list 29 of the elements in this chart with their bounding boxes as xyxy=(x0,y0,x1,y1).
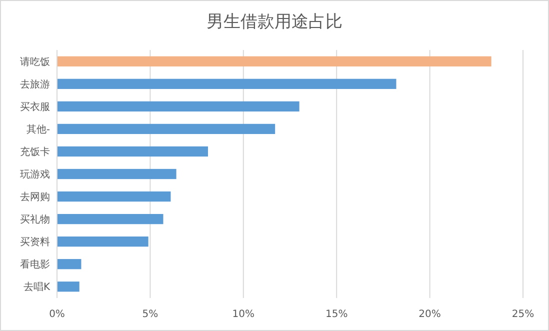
bar xyxy=(57,214,164,224)
y-tick-label: 充饭卡 xyxy=(20,146,50,158)
chart-title: 男生借款用途占比 xyxy=(206,12,342,32)
y-tick-label: 其他- xyxy=(26,123,50,136)
bar xyxy=(57,56,492,66)
y-tick-label: 去旅游 xyxy=(20,78,50,90)
bar xyxy=(57,124,276,134)
y-tick-label: 买礼物 xyxy=(20,214,50,226)
bar xyxy=(57,78,396,89)
y-tick-label: 玩游戏 xyxy=(20,168,50,180)
y-tick-label: 去唱K xyxy=(23,281,50,294)
bar xyxy=(57,168,176,180)
bar xyxy=(57,191,171,202)
bar xyxy=(57,146,208,157)
y-tick-label: 买衣服 xyxy=(20,100,50,113)
bar xyxy=(57,236,148,247)
y-tick-label: 买资料 xyxy=(20,236,50,248)
x-tick-label: 25% xyxy=(512,309,534,320)
x-tick-label: 20% xyxy=(418,309,441,320)
y-tick-label: 去网购 xyxy=(20,191,50,204)
x-tick-label: 5% xyxy=(142,309,158,320)
x-tick-label: 10% xyxy=(232,309,255,320)
y-tick-label: 看电影 xyxy=(20,258,50,271)
bar xyxy=(57,259,82,270)
y-tick-label: 请吃饭 xyxy=(20,56,50,68)
bar xyxy=(57,282,80,292)
bar xyxy=(57,101,300,112)
x-tick-label: 0% xyxy=(49,309,65,320)
x-tick-label: 15% xyxy=(325,309,348,320)
